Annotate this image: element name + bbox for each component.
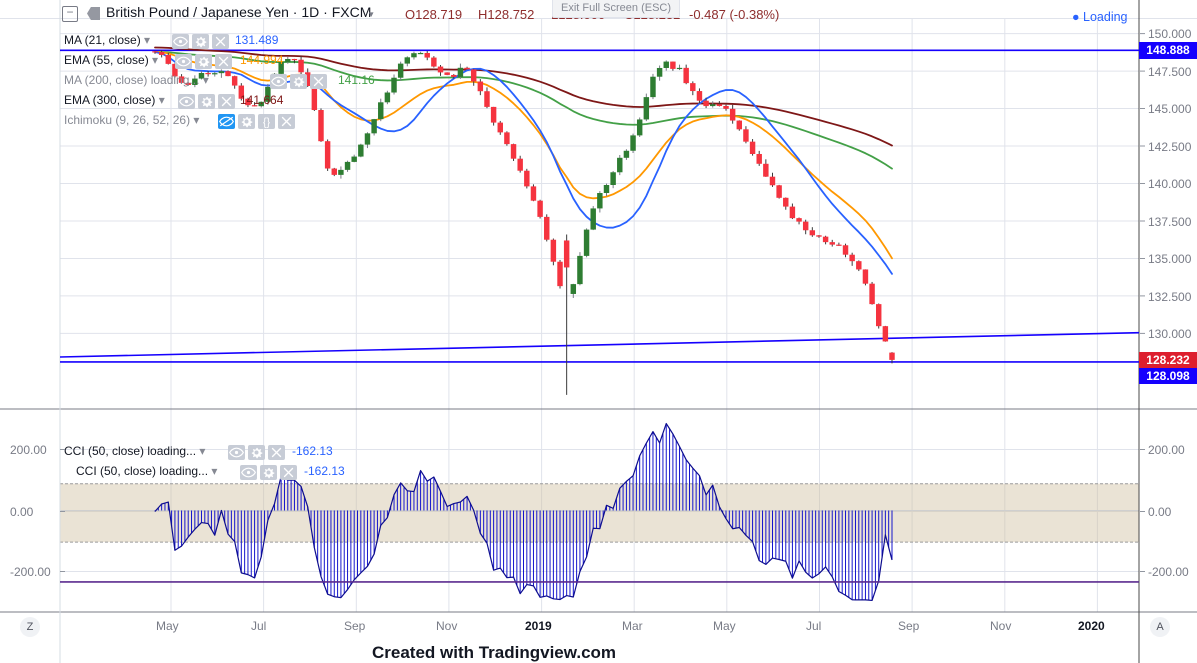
svg-text:{}: {} — [263, 116, 271, 128]
